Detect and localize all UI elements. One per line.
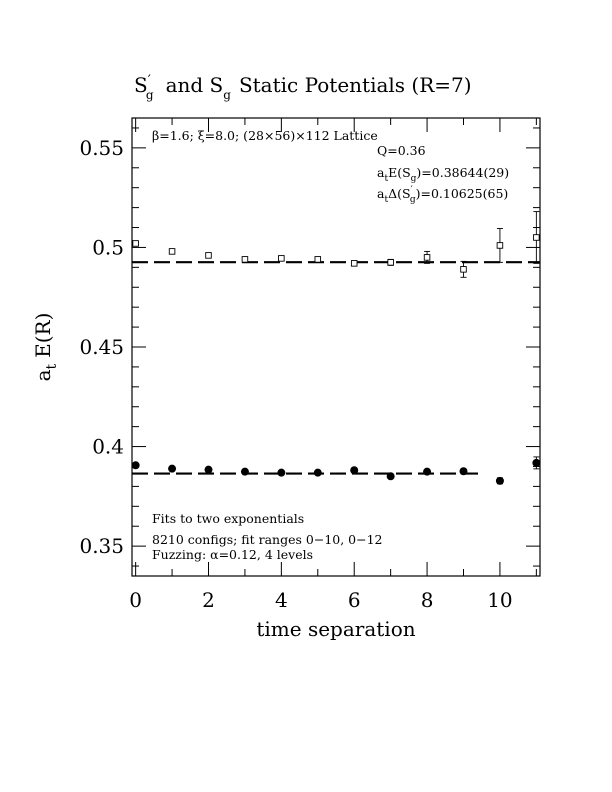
- x-tick-labels: 0 2 4 6 8 10: [129, 588, 512, 612]
- data-point-circle: [277, 468, 286, 477]
- data-point-square: [423, 254, 431, 261]
- y-tick-label: 0.45: [79, 335, 124, 359]
- lattice-annotation: β=1.6; ξ=8.0; (28×56)×112 Lattice: [152, 128, 378, 143]
- data-point-circle: [532, 458, 541, 467]
- configs-annotation: 8210 configs; fit ranges 0−10, 0−12: [152, 532, 383, 547]
- energy-annotation: atE(Sg)=0.38644(29): [377, 165, 509, 184]
- data-point-square: [241, 256, 249, 263]
- axis-ticks: [132, 118, 540, 576]
- y-tick-label: 0.35: [79, 534, 124, 558]
- y-tick-label: 0.55: [79, 136, 124, 160]
- data-point-circle: [240, 467, 249, 476]
- x-tick-label: 4: [275, 588, 288, 612]
- data-point-circle: [131, 461, 140, 470]
- data-point-circle: [386, 472, 395, 481]
- data-point-square: [460, 266, 467, 273]
- y-tick-label: 0.5: [92, 235, 124, 259]
- chart-title: S′ g and Sg Static Potentials (R=7): [134, 73, 472, 102]
- data-point-square: [205, 252, 212, 259]
- data-point-square: [533, 234, 540, 241]
- data-point-square: [314, 256, 322, 263]
- x-tick-label: 8: [421, 588, 434, 612]
- data-points: [131, 211, 541, 485]
- fits-annotation: Fits to two exponentials: [152, 511, 304, 526]
- y-axis-label: atE(R): [31, 313, 60, 382]
- data-point-circle: [313, 468, 322, 477]
- data-point-circle: [495, 476, 504, 485]
- data-point-circle: [350, 466, 359, 475]
- data-point-square: [278, 255, 285, 262]
- y-tick-label: 0.4: [92, 435, 124, 459]
- fit-lines: [132, 261, 540, 475]
- data-point-circle: [204, 465, 213, 474]
- data-point-circle: [459, 467, 468, 476]
- x-tick-label: 2: [202, 588, 215, 612]
- data-point-circle: [168, 464, 177, 473]
- data-point-circle: [423, 467, 432, 476]
- delta-annotation: atΔ(S′ g)=0.10625(65): [377, 185, 508, 205]
- fuzzing-annotation: Fuzzing: α=0.12, 4 levels: [152, 547, 313, 562]
- data-point-square: [387, 259, 394, 266]
- q-annotation: Q=0.36: [377, 143, 426, 158]
- x-axis-label: time separation: [256, 617, 415, 641]
- data-point-square: [168, 248, 176, 255]
- x-tick-label: 6: [348, 588, 361, 612]
- y-tick-labels: 0.35 0.4 0.45 0.5 0.55: [79, 136, 124, 558]
- x-tick-label: 0: [129, 588, 142, 612]
- x-tick-label: 10: [487, 588, 512, 612]
- data-point-square: [132, 240, 139, 247]
- data-point-square: [350, 260, 358, 267]
- data-point-square: [496, 242, 504, 249]
